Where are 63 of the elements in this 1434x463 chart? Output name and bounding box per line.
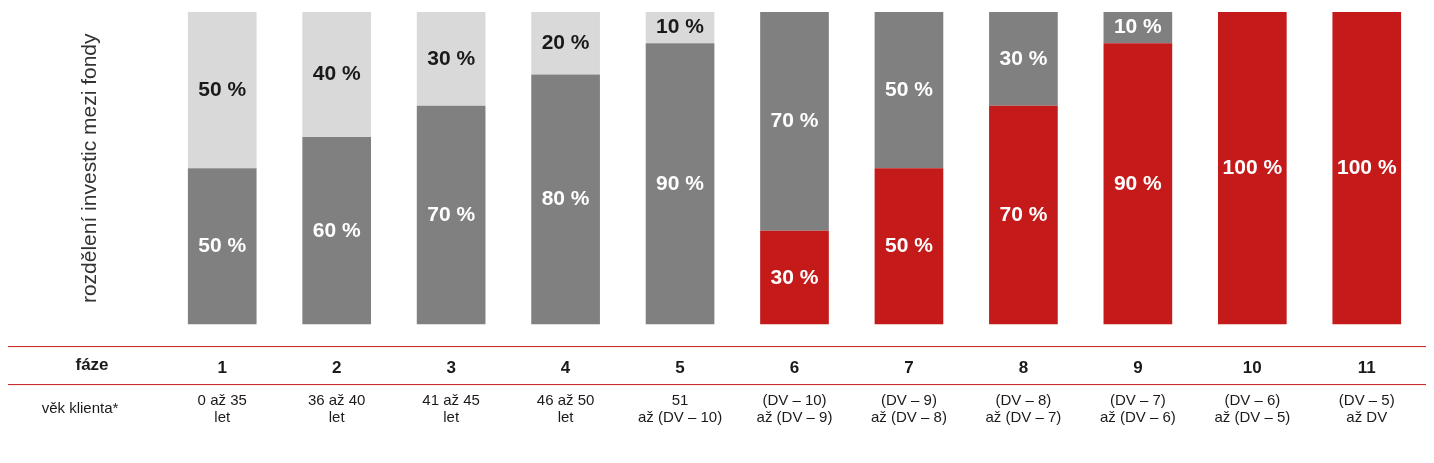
y-axis-title: rozdělení investic mezi fondy: [77, 32, 101, 304]
bar: [1217, 12, 1287, 325]
text: (DV – 6) až (DV – 5): [1214, 390, 1291, 425]
data-label: 10 %: [656, 14, 705, 38]
data-label: 50 %: [885, 233, 934, 257]
data-label: 70 %: [427, 201, 476, 225]
data-label: 40 %: [312, 61, 361, 85]
x-tick-label: 4: [560, 358, 571, 378]
x-tick-label: 5: [675, 358, 685, 378]
text: (DV – 7) až (DV – 6): [1099, 390, 1176, 425]
data-label: 20 %: [541, 30, 590, 54]
x-tick-label: 2: [331, 358, 342, 378]
x-tick-label: 9: [1133, 358, 1143, 378]
x-tick-label: 1: [217, 358, 227, 378]
bar: [302, 12, 372, 138]
data-label: 100 %: [1222, 155, 1283, 179]
bar: [874, 12, 944, 169]
data-label: 30 %: [770, 264, 819, 288]
bar: [989, 12, 1058, 106]
data-label: 80 %: [541, 186, 590, 210]
data-label: 30 %: [999, 45, 1048, 69]
bar: [187, 168, 257, 325]
data-label: 90 %: [1113, 170, 1163, 194]
text: fáze: [75, 355, 109, 375]
bar: [416, 12, 486, 106]
data-label: 10 %: [1113, 14, 1163, 38]
text: (DV – 8) až (DV – 7): [985, 390, 1062, 425]
bar: [531, 74, 600, 325]
x-tick-label: 8: [1018, 358, 1029, 378]
bar: [760, 12, 829, 231]
bar: [645, 43, 715, 325]
x-tick-label: 6: [789, 358, 800, 378]
bar: [302, 137, 372, 325]
bar: [1103, 43, 1173, 325]
text: (DV – 9) až (DV – 8): [871, 390, 947, 425]
data-label: 50 %: [885, 76, 934, 100]
text: 41 až 45 let: [422, 390, 480, 425]
text: věk klienta*: [41, 398, 119, 416]
bar: [874, 168, 944, 325]
text: 46 až 50 let: [536, 390, 595, 425]
x-tick-label: 7: [904, 358, 914, 378]
data-label: 70 %: [770, 108, 819, 132]
text: (DV – 5) až DV: [1338, 390, 1395, 425]
text: (DV – 10) až (DV – 9): [756, 390, 833, 425]
bar: [416, 105, 486, 325]
x-tick-label: 10: [1242, 358, 1262, 378]
data-label: 90 %: [656, 170, 705, 194]
bar: [531, 12, 600, 75]
text: 0 až 35 let: [197, 390, 247, 425]
bar: [1332, 12, 1402, 325]
x-tick-label: 11: [1357, 358, 1376, 378]
text: 51 až (DV – 10): [637, 390, 723, 425]
bar: [760, 230, 829, 325]
data-label: 100 %: [1337, 155, 1397, 179]
data-label: 60 %: [312, 217, 361, 241]
x-tick-label: 3: [446, 358, 456, 378]
data-label: 30 %: [427, 45, 476, 69]
text: 36 až 40 let: [307, 390, 366, 425]
data-label: 50 %: [198, 76, 247, 100]
data-label: 70 %: [999, 201, 1048, 225]
bar: [989, 105, 1058, 325]
data-label: 50 %: [198, 233, 247, 257]
bar: [187, 12, 257, 169]
